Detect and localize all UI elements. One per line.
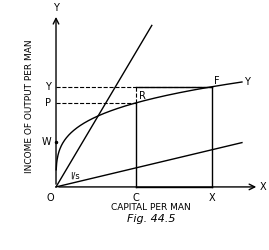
Text: I/s: I/s — [70, 172, 80, 181]
Text: Y: Y — [53, 3, 59, 13]
Text: O: O — [47, 194, 54, 203]
Text: X: X — [260, 182, 267, 192]
Text: X: X — [208, 194, 215, 203]
Text: P: P — [45, 98, 51, 108]
Text: F: F — [214, 76, 220, 86]
Text: CAPITAL PER MAN: CAPITAL PER MAN — [111, 203, 191, 212]
Text: W: W — [42, 137, 51, 147]
Text: Y: Y — [244, 77, 250, 87]
Text: Fig. 44.5: Fig. 44.5 — [127, 214, 175, 224]
Text: R: R — [140, 90, 146, 101]
Text: Y: Y — [45, 82, 51, 92]
Text: INCOME OF OUTPUT PER MAN: INCOME OF OUTPUT PER MAN — [25, 39, 34, 173]
Text: C: C — [132, 194, 139, 203]
